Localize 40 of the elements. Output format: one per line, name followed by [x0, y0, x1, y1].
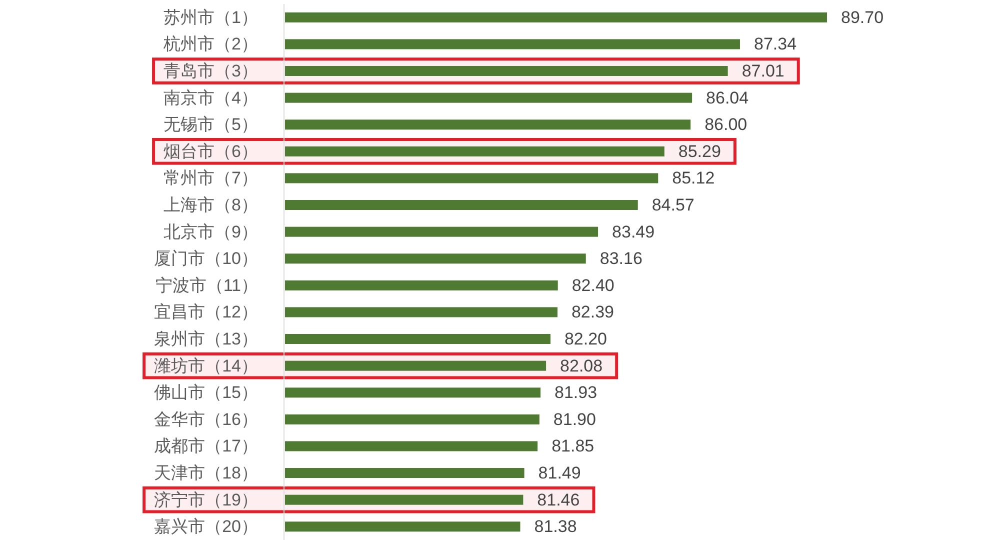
data-label: 81.93: [554, 383, 598, 402]
y-tick-label: 宜昌市（12）: [154, 302, 258, 322]
data-label: 83.49: [612, 222, 655, 242]
data-label: 81.85: [552, 436, 594, 456]
y-tick-label: 金华市（16）: [154, 410, 258, 429]
y-tick-label: 上海市（8）: [164, 196, 258, 214]
data-label: 84.57: [652, 196, 694, 214]
data-label: 81.49: [538, 464, 581, 482]
y-tick-label: 厦门市（10）: [154, 249, 258, 268]
y-tick-label: 泉州市（13）: [154, 330, 258, 348]
data-label: 81.46: [537, 490, 580, 510]
data-label: 86.00: [704, 115, 748, 134]
y-tick-label: 佛山市（15）: [154, 383, 258, 402]
y-tick-label: 成都市（17）: [154, 436, 258, 456]
y-tick-label: 嘉兴市（20）: [154, 517, 258, 536]
data-label: 82.20: [564, 330, 608, 348]
data-label: 81.90: [553, 410, 596, 429]
data-label: 89.70: [841, 8, 884, 27]
y-tick-label: 苏州市（1）: [164, 8, 258, 27]
y-tick-label: 潍坊市（14）: [154, 356, 258, 376]
y-tick-label: 北京市（9）: [164, 222, 258, 242]
data-label: 82.39: [571, 302, 614, 322]
data-label: 87.34: [754, 34, 797, 54]
data-label: 82.08: [560, 356, 603, 376]
data-label: 83.16: [600, 249, 642, 268]
data-label: 85.12: [672, 168, 715, 188]
y-tick-label: 杭州市（2）: [162, 34, 258, 54]
y-tick-label: 南京市（4）: [164, 88, 258, 108]
data-label: 87.01: [742, 62, 784, 80]
data-label: 85.29: [678, 142, 721, 161]
y-tick-label: 常州市（7）: [164, 168, 258, 188]
y-tick-label: 济宁市（19）: [154, 490, 258, 510]
y-tick-label: 宁波市（11）: [155, 276, 258, 295]
y-tick-label: 无锡市（5）: [164, 115, 258, 134]
y-tick-label: 天津市（18）: [154, 464, 258, 482]
data-label: 82.40: [572, 276, 614, 295]
y-tick-label: 青岛市（3）: [164, 62, 258, 80]
y-tick-label: 烟台市（6）: [164, 142, 258, 161]
data-label: 86.04: [706, 88, 749, 108]
data-label: 81.38: [534, 517, 577, 536]
